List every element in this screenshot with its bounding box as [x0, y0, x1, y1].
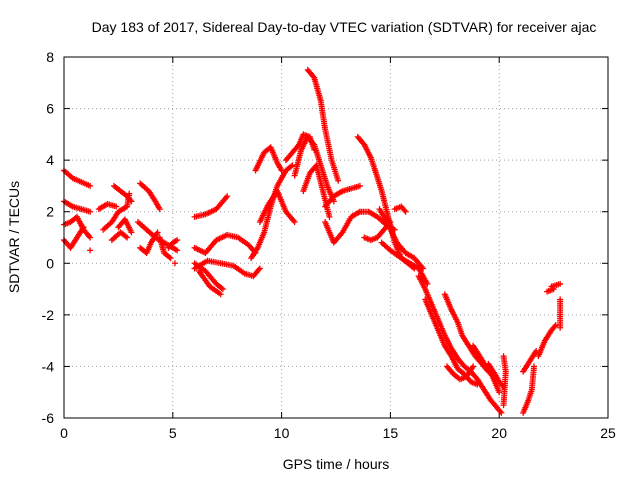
- data-point: [497, 408, 504, 415]
- x-tick-label: 25: [600, 425, 616, 441]
- y-tick-label: 6: [46, 101, 54, 117]
- data-point: [401, 207, 408, 214]
- data-point: [291, 219, 298, 226]
- data-point: [80, 224, 87, 231]
- x-tick-label: 15: [383, 425, 399, 441]
- data-point: [122, 233, 129, 240]
- x-tick-label: 5: [169, 425, 177, 441]
- data-point: [256, 265, 263, 272]
- data-point: [498, 409, 505, 416]
- y-tick-label: 8: [46, 49, 54, 65]
- y-tick-label: -2: [42, 307, 55, 323]
- x-axis-title: GPS time / hours: [283, 456, 390, 472]
- x-tick-label: 20: [491, 425, 507, 441]
- data-point: [166, 254, 173, 261]
- data-point: [171, 260, 178, 267]
- grid: [64, 57, 608, 418]
- x-tick-label: 10: [274, 425, 290, 441]
- data-point: [167, 255, 174, 262]
- data-point: [557, 324, 564, 331]
- y-tick-label: -6: [42, 410, 55, 426]
- data-point: [531, 363, 538, 370]
- data-point: [356, 182, 363, 189]
- data-point: [310, 140, 317, 147]
- plot-frame: [63, 56, 609, 419]
- data-point: [310, 73, 317, 80]
- y-axis-title: SDTVAR / TECUs: [6, 181, 22, 293]
- y-tick-label: 0: [46, 255, 54, 271]
- data-point: [128, 229, 135, 236]
- data-point: [335, 177, 342, 184]
- data-point: [289, 162, 296, 169]
- data-point: [288, 163, 295, 170]
- data-point: [154, 229, 161, 236]
- data-point: [470, 363, 477, 370]
- data-point: [174, 247, 181, 254]
- chart-title: Day 183 of 2017, Sidereal Day-to-day VTE…: [92, 19, 597, 35]
- data-point: [496, 389, 503, 396]
- data-points: [61, 66, 564, 416]
- data-point: [552, 322, 559, 329]
- y-tick-label: 4: [46, 152, 54, 168]
- data-point: [87, 234, 94, 241]
- data-point: [402, 208, 409, 215]
- data-point: [474, 381, 481, 388]
- data-point: [113, 203, 120, 210]
- data-point: [500, 402, 507, 409]
- y-tick-label: 2: [46, 204, 54, 220]
- data-point: [156, 206, 163, 213]
- data-point: [87, 208, 94, 215]
- data-point: [127, 197, 134, 204]
- data-point: [218, 285, 225, 292]
- x-tick-label: 0: [60, 425, 68, 441]
- data-point: [551, 323, 558, 330]
- data-point: [86, 233, 93, 240]
- data-point: [557, 280, 564, 287]
- y-tick-label: -4: [42, 358, 55, 374]
- data-point: [87, 247, 94, 254]
- data-point: [278, 167, 285, 174]
- data-point: [124, 234, 131, 241]
- data-point: [224, 193, 231, 200]
- data-point: [219, 286, 226, 293]
- data-point: [326, 213, 333, 220]
- data-point: [174, 237, 181, 244]
- data-point: [87, 182, 94, 189]
- data-point: [128, 198, 135, 205]
- data-point: [217, 291, 224, 298]
- data-point: [255, 266, 262, 273]
